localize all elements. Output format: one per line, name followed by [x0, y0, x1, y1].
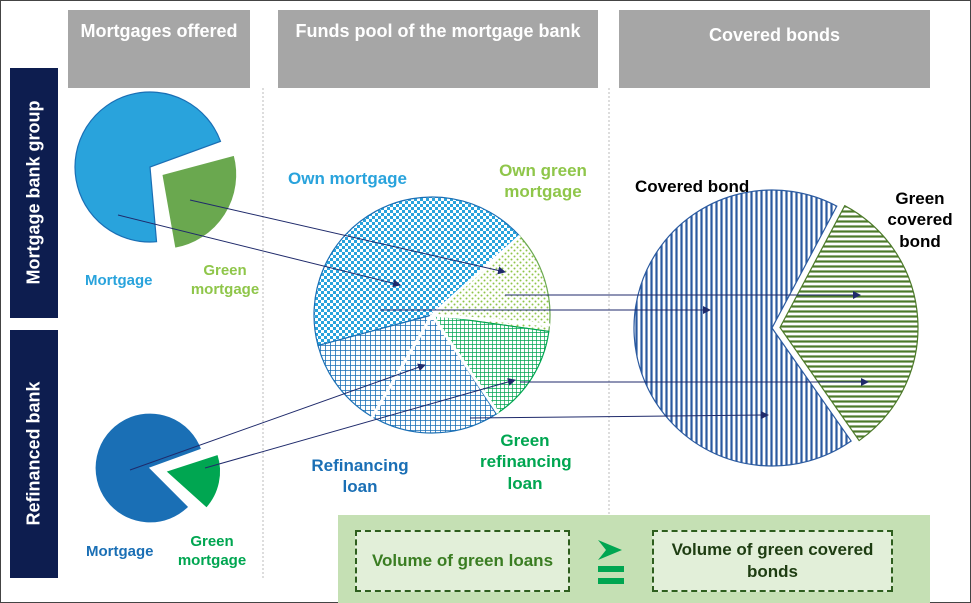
pie-slice — [317, 314, 498, 434]
header-box — [68, 10, 250, 88]
label: Green mortgage — [177, 533, 247, 569]
label: Own green mortgage — [499, 161, 587, 202]
pie-slice — [633, 189, 852, 467]
label: Mortgage — [85, 272, 153, 289]
label: Mortgage — [86, 543, 154, 560]
equal-bar — [598, 578, 624, 584]
slice-gap — [366, 234, 551, 425]
equal-bar — [598, 566, 624, 572]
arrow — [129, 363, 426, 471]
label: Green covered bond — [887, 189, 953, 251]
header: Funds pool of the mortgage bank — [295, 21, 581, 41]
header-box — [278, 10, 598, 88]
side-bar — [10, 68, 58, 318]
label: Own mortgage — [288, 169, 408, 188]
pie-slice — [430, 314, 550, 415]
pie-slice — [313, 196, 521, 347]
label: Green refinancing loan — [480, 431, 572, 493]
pie-slice — [74, 91, 222, 243]
arrow — [204, 378, 516, 469]
arrow — [189, 199, 506, 275]
arrow — [117, 214, 401, 288]
header: Covered bonds — [708, 25, 841, 45]
side-bar — [10, 330, 58, 578]
footer-left: Volume of green loans — [355, 530, 570, 592]
header: Mortgages offered — [80, 21, 238, 41]
pie-slice — [779, 204, 919, 442]
label: Refinancing loan — [311, 456, 409, 497]
side-label: Mortgage bank group — [23, 100, 44, 285]
header-box — [619, 10, 930, 88]
arrow — [469, 411, 769, 420]
pie-slice — [94, 412, 203, 524]
greater-sign — [598, 540, 622, 560]
label: Covered bond — [635, 177, 750, 196]
side-label: Refinanced bank — [23, 381, 44, 526]
label: Green mortgage — [190, 262, 260, 298]
footer-right: Volume of green covered bonds — [652, 530, 893, 592]
